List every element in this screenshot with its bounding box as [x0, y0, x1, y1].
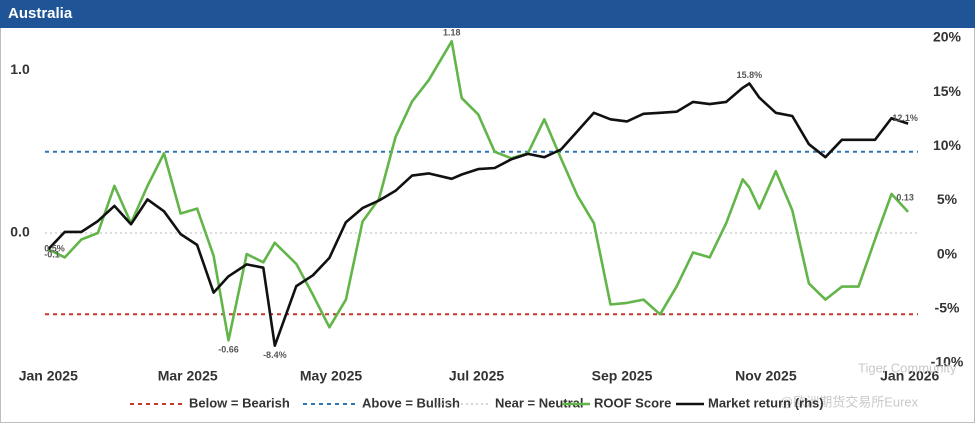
legend-label: Near = Neutral: [495, 395, 584, 410]
data-label: -0.1: [44, 250, 60, 260]
data-label: 15.8%: [737, 70, 763, 80]
y-tick-label: 0.0: [10, 224, 30, 240]
x-tick-label: Jan 2026: [880, 368, 939, 384]
x-tick-label: Jan 2025: [19, 368, 78, 384]
y2-tick-label: 10%: [933, 137, 962, 153]
watermark: @欧洲期货交易所Eurex: [780, 394, 919, 409]
y-tick-label: 1.0: [10, 61, 30, 77]
x-tick-label: May 2025: [300, 368, 362, 384]
data-label: 12.1%: [892, 113, 918, 123]
data-label: -0.66: [218, 345, 239, 355]
y2-tick-label: 5%: [937, 191, 958, 207]
y2-tick-label: -5%: [935, 300, 960, 316]
data-label: 0.5%: [44, 244, 65, 254]
series-line: [47, 82, 909, 347]
legend-label: Above = Bullish: [362, 395, 460, 410]
x-tick-label: Sep 2025: [592, 368, 653, 384]
y2-tick-label: 20%: [933, 29, 962, 45]
y2-tick-label: 0%: [937, 245, 958, 261]
y2-tick-label: 15%: [933, 83, 962, 99]
legend-label: ROOF Score: [594, 395, 671, 410]
y2-tick-label: -10%: [931, 354, 964, 370]
data-label: -8.4%: [263, 350, 287, 360]
legend-label: Market return (rhs): [708, 395, 824, 410]
x-tick-label: Nov 2025: [735, 368, 797, 384]
data-label: 0.13: [896, 192, 914, 202]
chart-title: Australia: [8, 5, 73, 22]
title-bar: [0, 0, 975, 28]
data-label: 1.18: [443, 28, 461, 38]
legend-label: Below = Bearish: [189, 395, 290, 410]
watermark: Tiger Community: [858, 360, 957, 375]
series-line: [47, 40, 910, 342]
x-tick-label: Mar 2025: [158, 368, 218, 384]
x-tick-label: Jul 2025: [449, 368, 504, 384]
